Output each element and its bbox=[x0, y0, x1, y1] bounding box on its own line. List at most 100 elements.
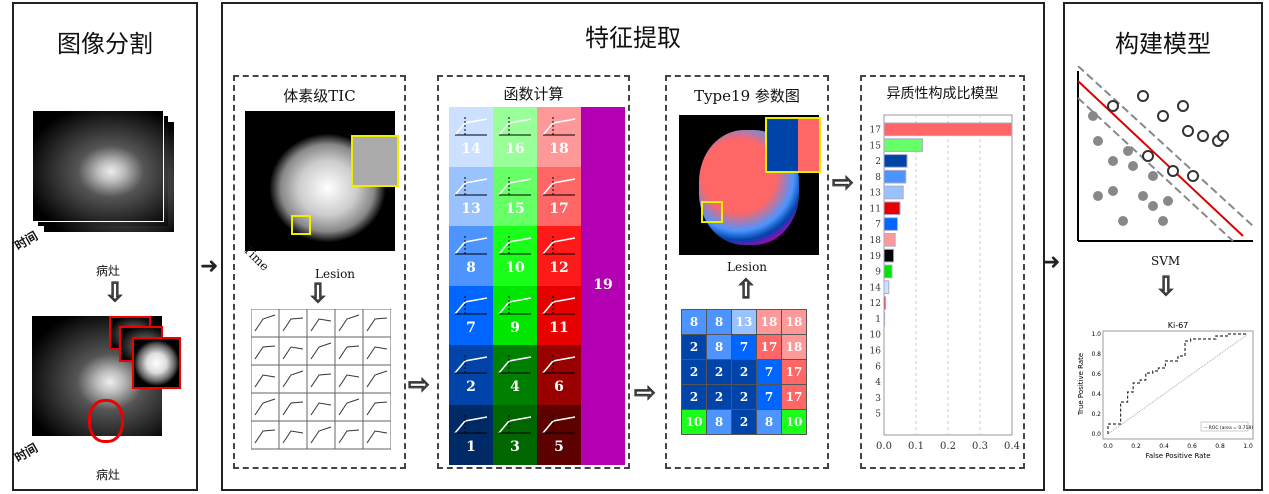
function-number: 2 bbox=[466, 379, 476, 396]
tic-cell bbox=[278, 309, 308, 338]
function-cell-1: 1 bbox=[449, 405, 493, 465]
y-tick-label: 3 bbox=[875, 394, 881, 404]
curve-icon bbox=[498, 117, 532, 136]
function-number: 8 bbox=[466, 260, 476, 277]
open-point bbox=[1157, 110, 1169, 122]
tic-curve bbox=[366, 370, 388, 388]
tic-curve bbox=[254, 398, 276, 416]
y-tick-label: 9 bbox=[875, 268, 881, 278]
y-tick-label: 11 bbox=[870, 204, 881, 214]
type19-cell: 10 bbox=[781, 409, 807, 435]
time-label-2: 时间 bbox=[12, 440, 41, 465]
type19-cell: 8 bbox=[756, 409, 782, 435]
bar-13 bbox=[883, 185, 904, 200]
x-tick-label: 0.1 bbox=[908, 441, 924, 452]
tic-cell bbox=[306, 364, 336, 394]
function-cell-4: 4 bbox=[493, 345, 537, 406]
svm-label: SVM bbox=[1151, 254, 1181, 268]
tic-cell bbox=[278, 364, 308, 394]
curve-icon bbox=[454, 355, 488, 374]
open-point bbox=[1107, 100, 1119, 112]
function-cell-2: 2 bbox=[449, 345, 493, 406]
type19-cell: 2 bbox=[706, 359, 732, 385]
roc-chart: Ki-67 0.0 0.2 0.4 0.6 0.8 1.0 0.0 0.2 0.4 0.6 0.8 1.… bbox=[1077, 321, 1254, 460]
type19-title: Type19 参数图 bbox=[694, 87, 800, 105]
tic-curve-grid bbox=[251, 309, 391, 450]
mri-image bbox=[32, 110, 164, 222]
tic-curve bbox=[310, 342, 332, 360]
y-tick-label: 4 bbox=[875, 378, 881, 388]
function-number: 1 bbox=[466, 439, 476, 455]
curve-icon bbox=[498, 176, 532, 196]
curve-icon bbox=[454, 415, 488, 434]
lesion-crop bbox=[132, 337, 181, 389]
function-cell-15: 15 bbox=[493, 166, 537, 227]
tic-lesion-label: Lesion bbox=[315, 267, 356, 281]
function-cell-19: 19 bbox=[581, 107, 625, 465]
right-arrow-icon: ⇨ bbox=[407, 370, 430, 400]
function-cell-16: 16 bbox=[493, 107, 537, 167]
function-number: 6 bbox=[554, 379, 564, 396]
down-arrow-icon: ⇩ bbox=[1154, 272, 1177, 302]
function-number: 17 bbox=[549, 200, 569, 217]
down-arrow-icon: ⇩ bbox=[103, 278, 126, 308]
tic-curve bbox=[282, 370, 304, 388]
feature-title: 特征提取 bbox=[585, 24, 681, 52]
type19-cell: 18 bbox=[756, 309, 782, 335]
bar-15 bbox=[883, 138, 923, 152]
y-tick-label: 18 bbox=[870, 236, 882, 246]
tic-cell bbox=[334, 392, 364, 422]
function-number: 13 bbox=[461, 200, 481, 217]
type19-cell: 7 bbox=[756, 359, 782, 385]
tic-cell bbox=[334, 309, 364, 338]
function-cell-3: 3 bbox=[493, 405, 537, 465]
y-tick-label: 10 bbox=[870, 331, 882, 341]
tic-curve bbox=[282, 401, 304, 416]
type19-zoom-crop bbox=[765, 117, 821, 173]
tic-cell bbox=[278, 420, 308, 450]
type19-cell: 2 bbox=[706, 384, 732, 410]
bar-1 bbox=[883, 311, 886, 326]
right-arrow-icon: ➜ bbox=[200, 254, 219, 279]
curve-icon bbox=[454, 236, 488, 255]
function-number: 9 bbox=[510, 319, 520, 336]
x-tick-label: 0.0 bbox=[1103, 443, 1113, 450]
function-cell-14: 14 bbox=[449, 107, 493, 167]
type19-cell: 2 bbox=[681, 384, 707, 410]
type19-cell: 18 bbox=[781, 309, 807, 335]
function-number: 12 bbox=[549, 260, 569, 277]
model-title: 构建模型 bbox=[1115, 30, 1211, 58]
type19-cell: 2 bbox=[681, 334, 707, 360]
function-cell-9: 9 bbox=[493, 285, 537, 346]
filled-point bbox=[1108, 186, 1118, 196]
open-point bbox=[1137, 90, 1149, 102]
function-number: 3 bbox=[510, 439, 520, 455]
x-tick-label: 0.8 bbox=[1215, 443, 1225, 450]
function-number: 15 bbox=[505, 200, 525, 217]
tic-curve bbox=[282, 346, 304, 360]
tic-cell bbox=[251, 420, 280, 450]
curve-icon bbox=[542, 415, 576, 434]
filled-point bbox=[1088, 111, 1098, 121]
tic-cell bbox=[362, 336, 391, 366]
curve-icon bbox=[542, 176, 576, 196]
type19-cell: 2 bbox=[731, 359, 757, 385]
filled-point bbox=[1128, 161, 1138, 171]
y-tick-label: 1 bbox=[875, 315, 881, 325]
tic-curve bbox=[366, 346, 388, 360]
y-tick-label: 5 bbox=[875, 410, 881, 420]
bar-11 bbox=[883, 201, 901, 216]
chart-title: Ki-67 bbox=[1168, 321, 1189, 330]
filled-point bbox=[1118, 216, 1128, 226]
open-point bbox=[1187, 170, 1199, 182]
tic-curve bbox=[254, 429, 276, 444]
tic-curve bbox=[366, 317, 388, 332]
filled-point bbox=[1163, 196, 1173, 206]
heterogeneity-title: 异质性构成比模型 bbox=[886, 86, 999, 102]
function-cell-10: 10 bbox=[493, 226, 537, 287]
tic-cell bbox=[251, 364, 280, 394]
curve-icon bbox=[542, 117, 576, 136]
tic-cell bbox=[306, 336, 336, 366]
type19-lesion-label: Lesion bbox=[727, 260, 768, 274]
open-point bbox=[1182, 125, 1194, 137]
